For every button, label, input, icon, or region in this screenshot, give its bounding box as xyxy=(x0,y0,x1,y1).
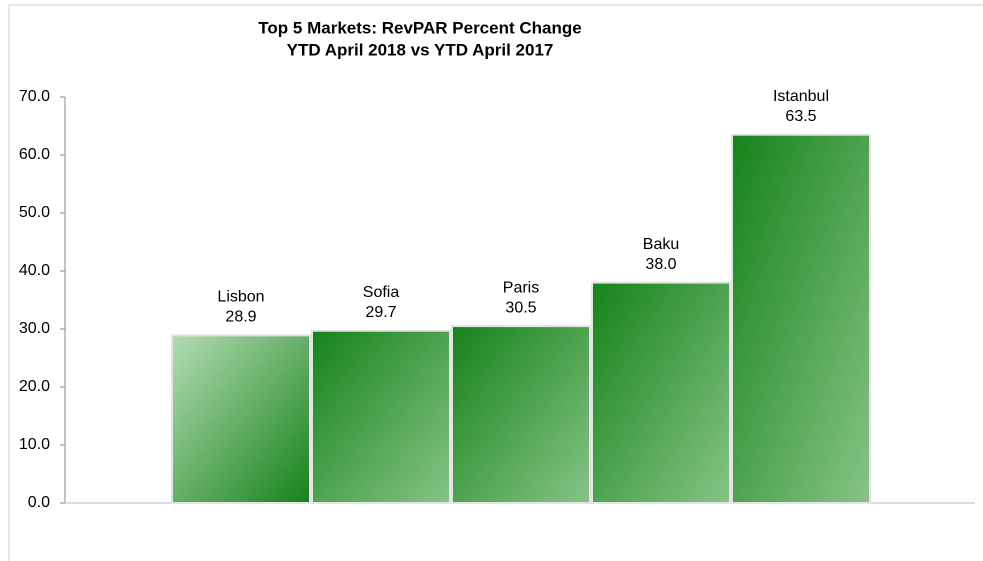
y-tick-label: 0.0 xyxy=(28,494,50,511)
bar-value-label: 63.5 xyxy=(785,108,816,125)
bar xyxy=(591,281,731,504)
bar-category-label: Istanbul xyxy=(773,88,829,105)
bar-value-label: 29.7 xyxy=(365,304,396,321)
bar xyxy=(311,329,451,504)
y-tick-label: 50.0 xyxy=(19,204,50,221)
bar-value-label: 30.5 xyxy=(505,299,536,316)
y-tick-label: 40.0 xyxy=(19,262,50,279)
bar xyxy=(451,325,591,504)
bar xyxy=(171,334,311,504)
bar-value-label: 38.0 xyxy=(645,256,676,273)
bar-category-label: Lisbon xyxy=(217,289,264,306)
bar-category-label: Paris xyxy=(503,279,539,296)
y-tick-label: 20.0 xyxy=(19,378,50,395)
chart-title: Top 5 Markets: RevPAR Percent Change xyxy=(258,18,581,37)
y-tick-label: 30.0 xyxy=(19,320,50,337)
bar-value-label: 28.9 xyxy=(225,309,256,326)
bar xyxy=(731,133,871,504)
chart-subtitle: YTD April 2018 vs YTD April 2017 xyxy=(287,40,554,59)
bar-category-label: Sofia xyxy=(363,284,400,301)
y-tick-label: 60.0 xyxy=(19,146,50,163)
y-tick-label: 70.0 xyxy=(19,88,50,105)
y-tick-label: 10.0 xyxy=(19,436,50,453)
bar-category-label: Baku xyxy=(643,236,679,253)
